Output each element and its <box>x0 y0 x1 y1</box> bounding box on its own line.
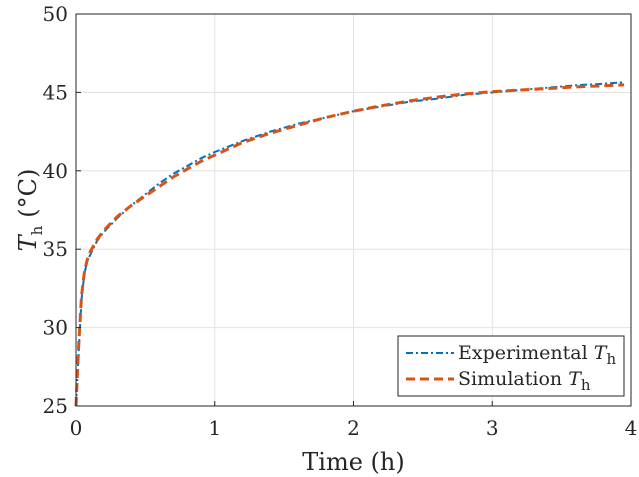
y-tick-label: 50 <box>43 2 68 26</box>
y-tick-label: 25 <box>43 394 68 418</box>
x-axis-label: Time (h) <box>302 448 404 476</box>
x-tick-label: 4 <box>625 416 638 440</box>
legend-symbol-experimental: T <box>594 342 608 364</box>
legend-label-experimental: Experimental Th <box>458 342 616 368</box>
legend-box <box>397 335 625 397</box>
legend-label-simulation: Simulation Th <box>458 368 591 394</box>
legend-name-simulation: Simulation <box>458 368 562 390</box>
y-tick-label: 40 <box>43 159 68 183</box>
legend-symbol-simulation: T <box>568 368 582 390</box>
series-lines <box>74 81 625 407</box>
legend-subscript-simulation: h <box>581 376 591 394</box>
legend-name-experimental: Experimental <box>458 342 588 364</box>
legend: Experimental Th Simulation Th <box>397 335 625 397</box>
y-axis-subscript: h <box>28 225 46 235</box>
x-tick-label: 2 <box>347 416 360 440</box>
y-axis-label: Th (°C) <box>14 169 46 252</box>
x-tick-label: 1 <box>208 416 221 440</box>
legend-subscript-experimental: h <box>606 350 616 368</box>
x-tick-label: 0 <box>70 416 83 440</box>
y-tick-label: 45 <box>43 80 68 104</box>
y-axis-symbol: T <box>14 233 42 251</box>
x-tick-label: 3 <box>486 416 499 440</box>
series-line-experimental <box>75 81 625 407</box>
y-axis-unit: (°C) <box>14 169 42 218</box>
y-tick-label: 30 <box>43 316 68 340</box>
y-tick-label: 35 <box>43 237 68 261</box>
axis-ticks: 0 1 2 3 4 25 30 35 40 45 50 <box>43 2 638 440</box>
series-line-simulation <box>74 83 625 407</box>
